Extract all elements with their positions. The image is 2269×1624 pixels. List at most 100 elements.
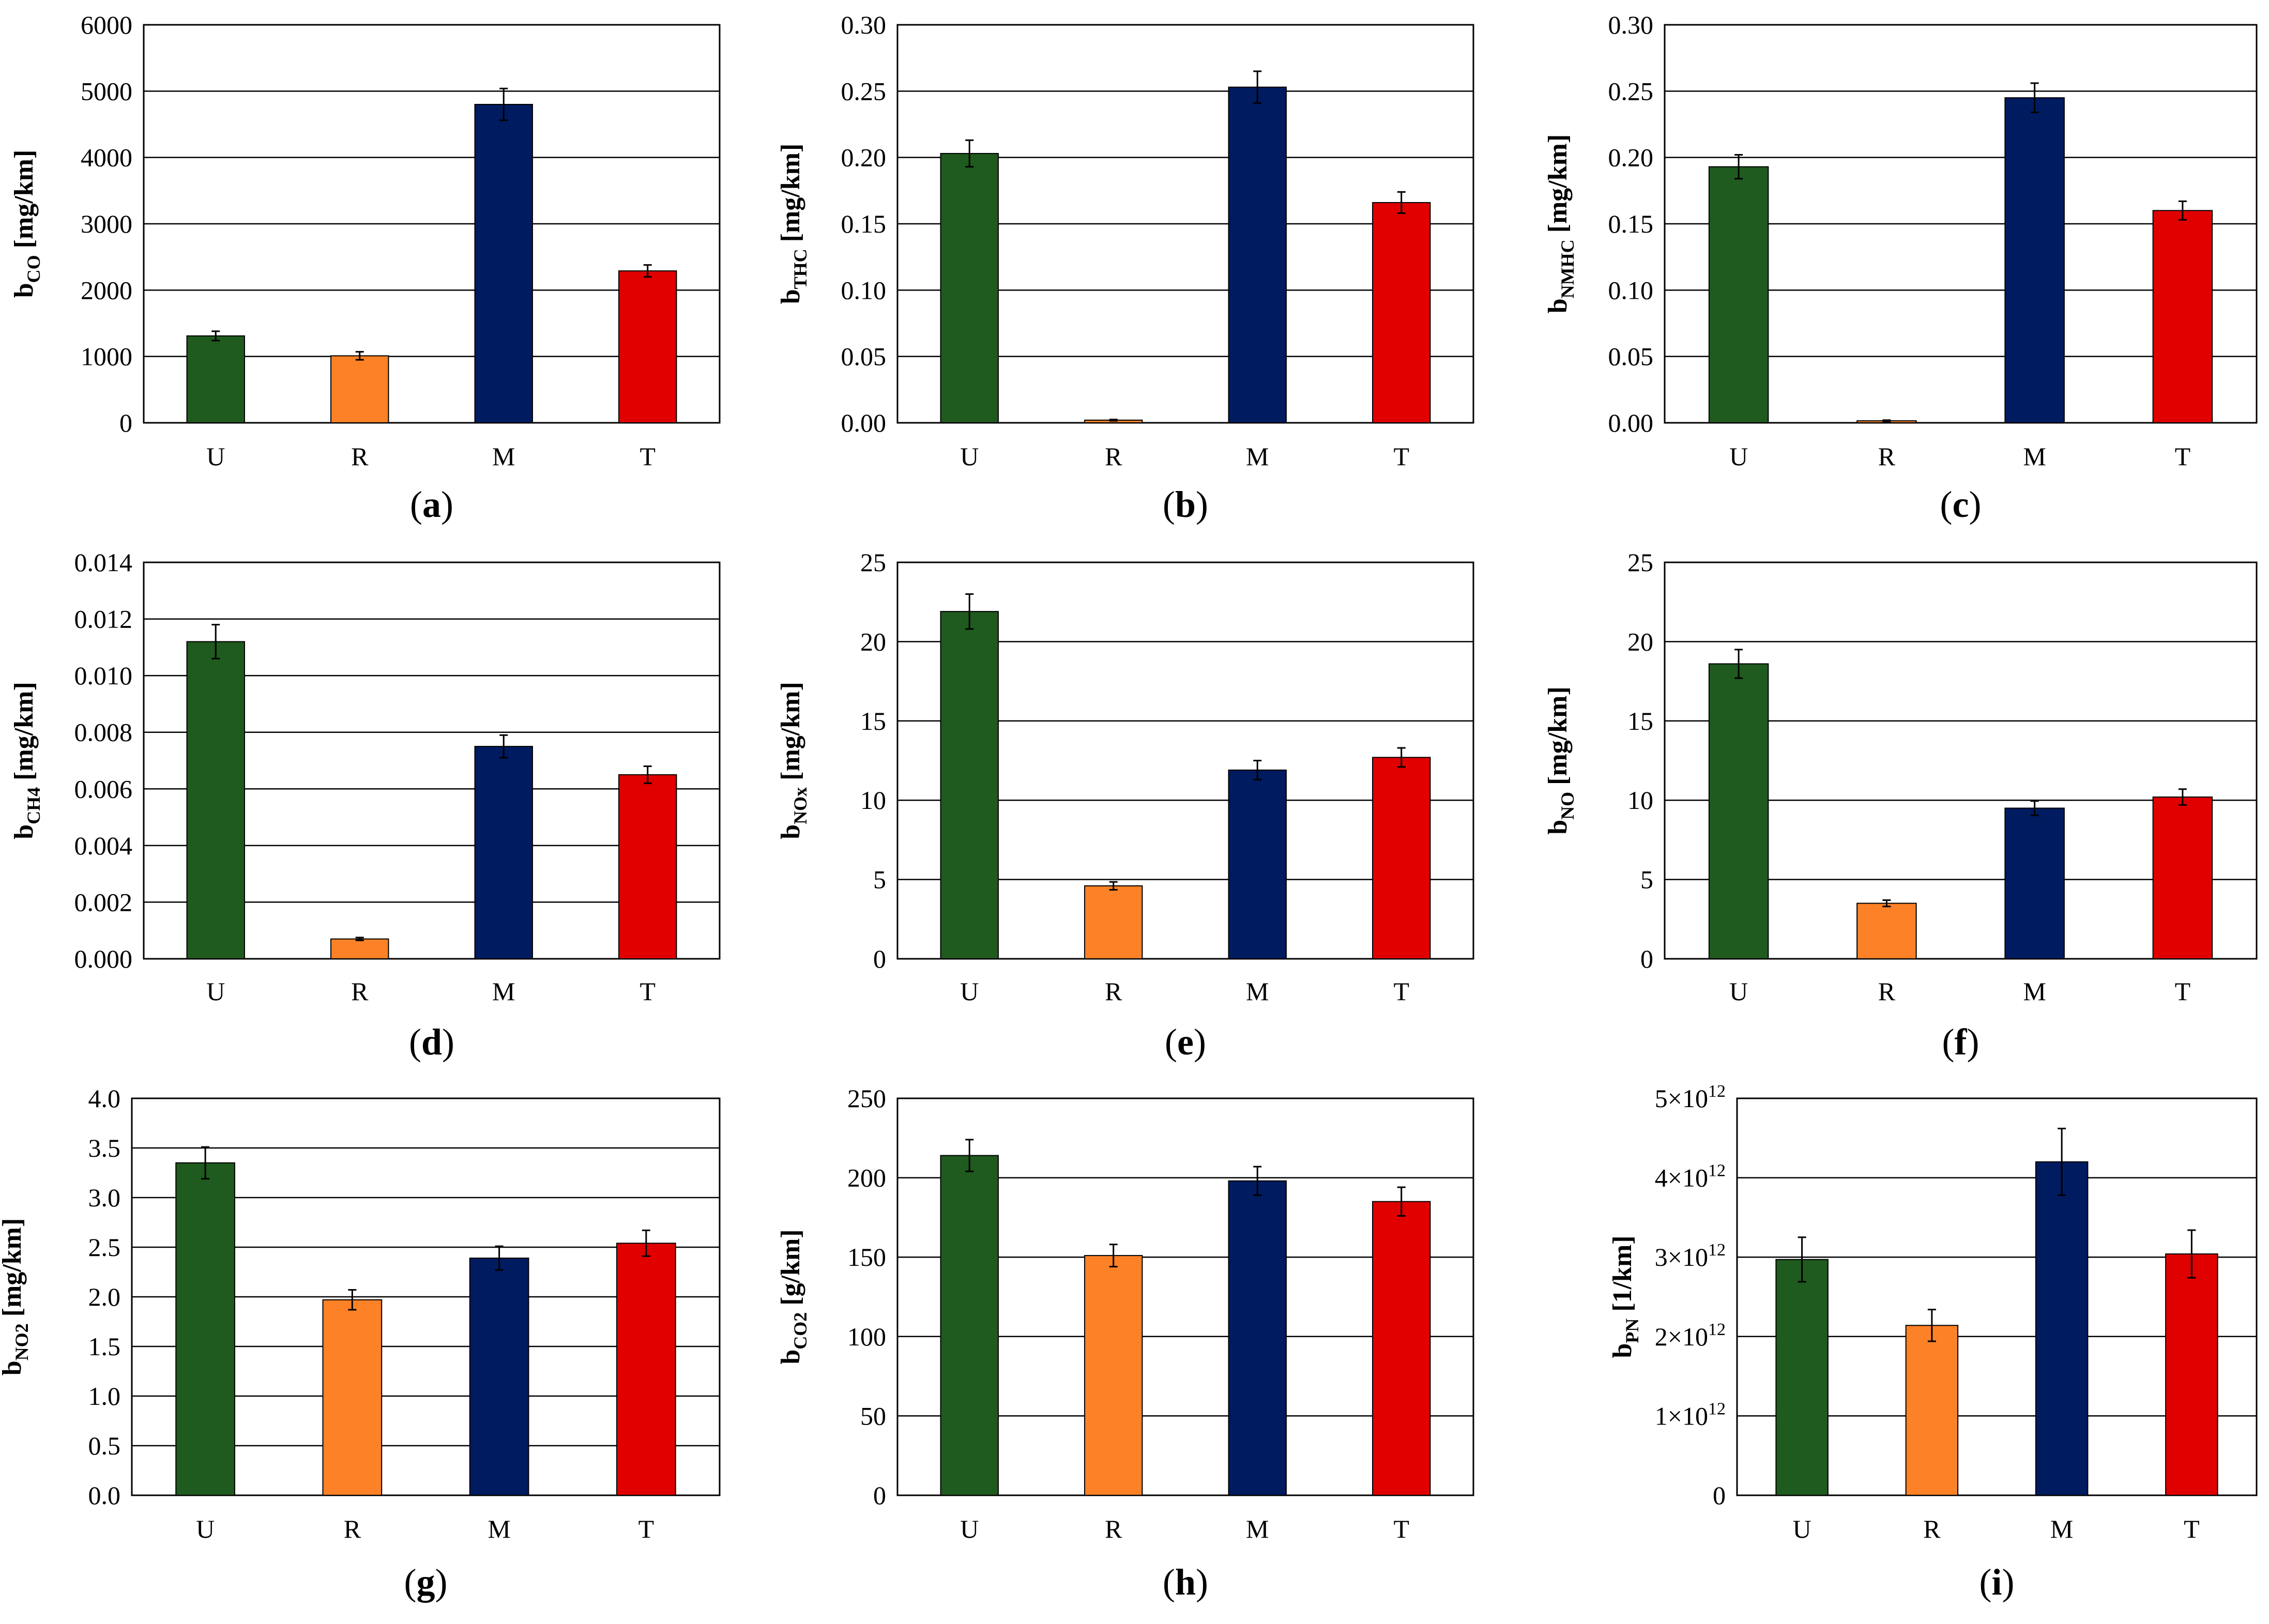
x-category-label: U [960,1514,979,1543]
panel-label: (h) [1163,1561,1208,1603]
x-category-label: R [1105,1514,1122,1543]
x-category-label: R [351,977,369,1006]
bar-R [330,938,389,960]
bar-U [1708,166,1769,423]
y-tick-label: 15 [860,707,886,736]
y-tick-label: 2.5 [88,1233,121,1262]
y-tick-label: 4.0 [88,1084,121,1113]
bar-U [186,641,245,959]
plot-frame [896,24,1474,424]
bar-U [940,1155,999,1496]
y-axis-label-subscript: NOx [790,787,811,824]
x-category-label: M [488,1514,510,1543]
bar-U [1775,1259,1829,1496]
y-axis-label-main: b [0,1360,27,1375]
bar-M [1228,769,1287,959]
y-tick-label: 0.15 [1608,209,1654,238]
y-tick-label: 0.010 [74,661,133,690]
y-axis-label-main: b [776,289,805,304]
y-axis-label-unit: [g/km] [776,1229,805,1312]
bar-U [1708,663,1769,960]
plot-frame [143,24,721,424]
panel-label: (a) [410,484,453,525]
bar-T [1372,202,1431,423]
y-tick-label: 2000 [81,275,132,304]
y-tick-label: 250 [847,1084,886,1113]
y-tick-label: 1×1012 [1655,1399,1726,1430]
y-tick-label: 0 [873,944,886,973]
x-category-label: T [1393,977,1409,1006]
bar-M [2035,1161,2089,1496]
y-tick-label: 10 [1627,786,1653,815]
y-axis-label-unit: [mg/km] [0,1218,27,1324]
y-tick-label: 0.20 [1608,143,1654,172]
y-tick-label: 0.5 [88,1431,121,1460]
x-category-label: T [2175,977,2191,1006]
y-tick-label: 0.012 [74,605,133,634]
y-tick-label: 0.0 [88,1481,121,1510]
panel-label: (f) [1942,1021,1979,1063]
y-axis-label: bCO [mg/km] [9,150,44,298]
y-tick-label: 3×1012 [1655,1240,1726,1271]
x-category-label: R [1878,442,1896,471]
y-tick-label: 0.25 [841,76,887,105]
x-category-label: M [2050,1514,2073,1543]
x-category-label: U [1729,977,1748,1006]
bar-T [1372,757,1431,959]
y-axis-label-main: b [1543,298,1573,313]
bar-U [940,611,999,960]
y-axis-label-main: b [1543,820,1573,835]
y-axis-label: bNMHC [mg/km] [1543,134,1578,314]
x-category-label: R [1878,977,1896,1006]
x-category-label: T [2184,1514,2200,1543]
bar-R [1084,885,1143,959]
bar-T [618,774,677,959]
y-axis-label-unit: [mg/km] [9,150,39,255]
x-category-label: T [2175,442,2191,471]
x-category-label: T [639,977,656,1006]
y-tick-label: 0.014 [74,548,133,577]
y-tick-label: 15 [1627,707,1653,736]
x-category-label: M [2023,442,2046,471]
y-axis-label-subscript: NMHC [1557,239,1578,298]
y-tick-label: 3.0 [88,1183,121,1212]
y-axis-label: bPN [1/km] [1608,1235,1642,1358]
x-category-label: U [1729,442,1748,471]
y-axis-label-subscript: CH4 [23,787,44,824]
bar-U [175,1162,235,1496]
x-category-label: U [206,442,225,471]
y-axis-label-main: b [9,824,39,839]
y-axis-label: bNOx [mg/km] [776,682,811,839]
y-tick-label: 0.10 [841,275,887,304]
y-tick-label: 4×1012 [1655,1161,1726,1192]
bar-M [2004,97,2065,423]
y-axis-label-main: b [776,1350,805,1365]
y-tick-label: 0.25 [1608,76,1654,105]
y-axis-label: bTHC [mg/km] [776,144,811,304]
bar-T [2165,1253,2218,1496]
y-tick-label: 1.5 [88,1332,121,1361]
y-axis-label: bNO2 [mg/km] [0,1218,32,1376]
x-category-label: U [960,442,979,471]
y-tick-label: 4000 [81,143,132,172]
bar-R [1856,902,1917,959]
plot-frame [1664,561,2258,960]
y-tick-label: 0.006 [74,774,133,803]
y-tick-label: 25 [860,548,886,577]
y-tick-label: 1.0 [88,1382,121,1411]
y-axis-label: bCH4 [mg/km] [9,682,44,839]
y-axis-label-subscript: PN [1622,1319,1642,1343]
y-tick-label: 0.30 [1608,10,1654,39]
bar-T [618,270,677,423]
y-tick-label: 20 [860,627,886,656]
x-category-label: R [1923,1514,1941,1543]
bar-T [616,1243,676,1496]
x-category-label: T [638,1514,654,1543]
y-axis-label-unit: [mg/km] [776,144,805,249]
